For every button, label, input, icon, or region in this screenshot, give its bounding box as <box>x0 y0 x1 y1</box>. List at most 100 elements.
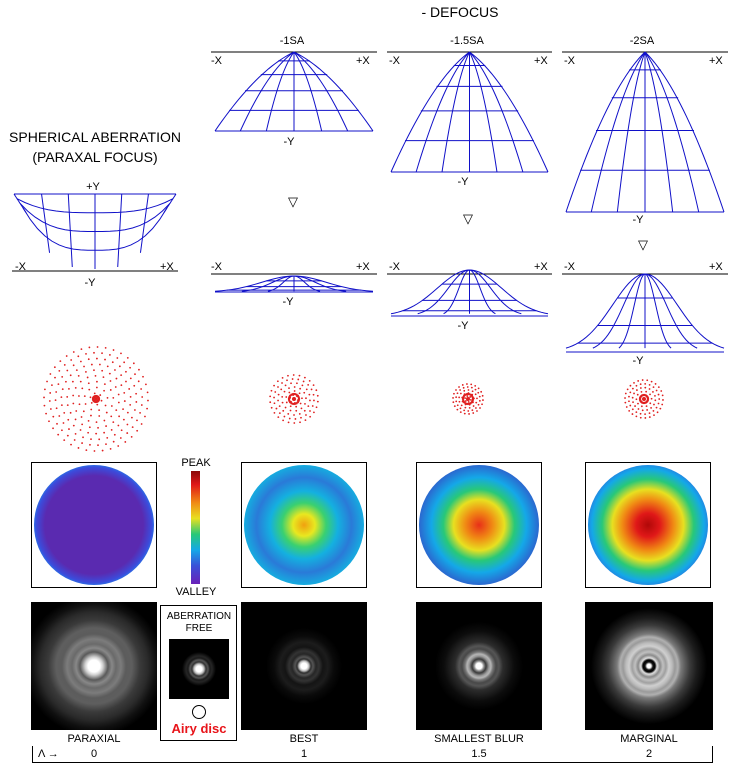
axis-minus-x: -X <box>211 55 222 67</box>
mesh-latitude <box>19 203 171 233</box>
spherical-aberration-title: SPHERICAL ABERRATION <box>9 129 181 145</box>
spot-dot <box>59 360 62 363</box>
spot-dot <box>88 426 91 429</box>
spot-dot <box>77 374 80 377</box>
spot-dot <box>662 399 664 401</box>
scale-value: 1 <box>300 748 308 760</box>
mesh-meridian <box>239 51 295 132</box>
spot-dot <box>289 405 292 408</box>
spot-dot <box>98 415 101 417</box>
spot-dot <box>646 409 649 411</box>
spot-dot <box>286 379 288 382</box>
spot-dot <box>304 402 306 405</box>
spot-dot <box>128 388 131 390</box>
mesh-meridian <box>644 273 672 349</box>
spot-dot <box>645 390 648 393</box>
spot-dot <box>644 382 647 385</box>
spot-dot <box>458 400 461 403</box>
spot-dot <box>628 400 630 403</box>
spot-dot <box>86 376 89 379</box>
spot-dot <box>125 370 127 373</box>
spot-dot <box>474 393 477 396</box>
spot-dot <box>115 409 118 412</box>
spot-dot <box>648 383 651 386</box>
spot-dot <box>55 407 58 410</box>
spot-dot <box>269 395 272 398</box>
spot-dot <box>80 416 83 418</box>
spot-dot <box>106 436 109 439</box>
spot-dot <box>98 409 101 412</box>
spot-dot <box>309 415 312 418</box>
spot-dot <box>270 389 273 392</box>
spot-dot <box>140 388 143 390</box>
spot-dot <box>626 388 629 391</box>
axis-minus-x: -X <box>564 55 575 67</box>
spot-dot <box>467 401 470 403</box>
spot-dot <box>303 391 306 394</box>
spot-dot <box>140 423 143 425</box>
interferogram-panel-marginal <box>585 462 711 588</box>
spot-dot <box>125 380 127 383</box>
mesh-meridian <box>565 273 646 349</box>
spot-dot <box>124 441 127 443</box>
psf-label-marginal: MARGINAL <box>620 733 678 745</box>
spot-dot <box>61 429 63 432</box>
spot-dot <box>112 396 115 399</box>
spot-dot <box>468 406 471 409</box>
spot-dot <box>103 383 106 386</box>
spot-dot <box>270 406 273 409</box>
spot-dot <box>307 405 310 408</box>
spot-dot <box>650 397 653 400</box>
spot-dot <box>472 412 475 414</box>
spot-dot <box>655 406 658 409</box>
wavefront-map-marginal <box>588 465 708 585</box>
spot-dot <box>471 390 474 393</box>
spot-dot <box>316 400 319 403</box>
spot-dot <box>98 438 101 441</box>
spot-dot <box>66 434 69 437</box>
spot-dot <box>118 415 121 418</box>
spot-dot <box>82 436 84 439</box>
spot-dot <box>288 391 291 394</box>
spot-dot <box>57 383 60 386</box>
spot-dot <box>469 398 472 401</box>
axis-minus-x: -X <box>211 261 222 273</box>
spot-dot <box>79 360 82 363</box>
spot-dot <box>300 416 302 419</box>
spot-dot <box>93 369 95 372</box>
spot-dot <box>639 383 642 386</box>
spot-dot <box>74 433 77 435</box>
spot-dot <box>109 448 112 450</box>
spot-dot <box>456 408 459 411</box>
spot-dot <box>96 357 98 360</box>
spot-dot <box>303 376 306 379</box>
spot-dot <box>631 413 634 415</box>
spot-dot <box>297 378 300 381</box>
spot-dot <box>293 390 296 392</box>
spot-dot <box>466 397 470 401</box>
lambda-scale-label: Λ → <box>38 748 59 760</box>
spot-dot <box>642 397 646 401</box>
spot-dot <box>463 409 466 412</box>
spot-dot <box>640 405 643 408</box>
spot-dot <box>79 380 82 383</box>
spot-dot <box>465 392 469 396</box>
spot-dot <box>116 357 119 359</box>
spot-dot <box>303 409 306 412</box>
spot-dot <box>110 405 113 407</box>
spot-dot <box>636 389 638 391</box>
spot-dot <box>117 393 120 396</box>
axis-minus-y: -Y <box>283 136 295 148</box>
spot-dot <box>656 411 659 414</box>
spot-dot <box>72 424 75 427</box>
spot-dot <box>277 416 280 419</box>
axis-minus-y: -Y <box>457 320 469 332</box>
spot-dot <box>45 412 47 415</box>
spot-dot <box>100 399 103 402</box>
spot-dot <box>87 431 90 434</box>
colorbar <box>191 471 200 584</box>
spot-dot <box>466 386 469 388</box>
spot-dot <box>105 411 108 414</box>
scale-value: 2 <box>645 748 653 760</box>
mesh-meridian <box>293 51 349 132</box>
